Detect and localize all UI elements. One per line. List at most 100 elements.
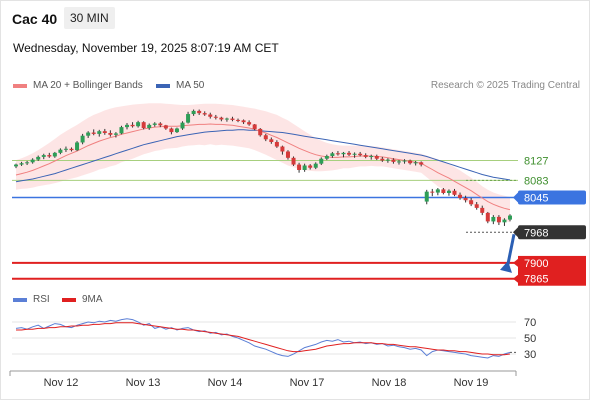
candle-body [463,197,468,201]
legend-rsi: RSI [13,294,50,305]
candle-body [274,142,279,147]
candle-body [402,160,407,162]
candle-body [396,161,401,163]
candle-body [269,139,274,143]
candle-body [369,156,374,158]
candle-body [47,155,52,157]
candle-body [169,128,174,133]
legend-rsi-ma: 9MA [62,294,103,305]
legend-ma20: MA 20 + Bollinger Bands [13,80,143,91]
candle-body [358,153,363,156]
resistance-label-1: 8127 [524,156,548,168]
candle-body [441,189,446,193]
candle-body [30,159,35,163]
ma50-line [15,129,511,183]
pivot-label-pointer [513,192,518,203]
candle-body [347,152,352,155]
candle-body [136,122,141,127]
candle-body [63,148,68,150]
x-label-3: Nov 14 [208,377,243,389]
resistance-label-2: 8083 [524,175,548,187]
candle-body [119,127,124,134]
x-label-6: Nov 19 [454,377,489,389]
candle-body [291,157,296,165]
candle-body [141,122,146,129]
research-credit: Research © 2025 Trading Central [430,80,580,91]
legend-rsi-ma-label: 9MA [82,294,103,305]
pivot-label-bg [518,190,586,205]
candle-body [197,110,202,114]
candle-body [335,153,340,155]
candle-body [352,153,357,155]
candle-body [424,191,429,202]
legend-ma20-label: MA 20 + Bollinger Bands [33,80,143,91]
chart-header: Cac 40 30 MIN [0,0,590,36]
candle-body [224,118,229,120]
support-pointer-2 [513,274,518,283]
candle-body [152,123,157,125]
support-block-bg [518,255,586,286]
candle-body [147,124,152,129]
pivot-label-text: 8045 [524,193,548,205]
candle-body [97,131,102,134]
candle-body [385,159,390,161]
support-pointer-1 [513,258,518,267]
candle-body [341,152,346,155]
candle-body [52,152,57,157]
candle-body [158,123,163,126]
candle-body [391,159,396,162]
last-price-label-bg [518,225,586,240]
bollinger-band-area [16,103,510,223]
timeframe-badge[interactable]: 30 MIN [64,7,115,29]
candle-body [319,158,324,164]
candle-body [374,156,379,159]
projection-arrow-head [500,260,512,273]
candle-body [302,165,307,170]
support-label-1: 7900 [524,258,548,270]
candle-body [430,191,435,193]
rsi-ma-line [16,322,511,356]
candle-body [446,190,451,193]
candle-body [58,149,63,153]
candle-body [508,215,512,220]
candle-body [130,124,135,127]
candle-body [219,117,224,120]
candle-body [80,135,85,143]
rsi-tick-30: 30 [524,349,536,361]
candle-body [102,131,107,133]
x-label-5: Nov 18 [372,377,407,389]
candle-body [241,120,246,123]
resistance-label-1-text: 8127 [524,156,548,168]
pivot-label: 8045 [513,190,586,205]
candle-body [435,189,440,193]
candle-body [363,155,368,157]
candle-body [208,114,213,117]
rsi-swatch [13,297,27,302]
candle-body [19,163,24,165]
candle-body [247,122,252,125]
candle-body [36,156,41,160]
candle-body [297,164,302,170]
candle-body [280,146,285,152]
rsi-ma-swatch [62,297,76,302]
candles-group [14,109,512,226]
ma20-swatch [13,83,27,88]
rsi-tick-50: 50 [524,333,536,345]
candle-body [502,219,507,223]
candle-body [69,148,74,151]
candle-body [263,135,268,140]
candle-body [330,153,335,157]
candle-body [236,119,241,121]
candle-body [480,207,485,213]
candle-body [108,132,113,135]
candle-body [469,200,474,205]
candle-body [408,160,413,164]
candle-body [125,124,130,128]
legend-ma50-label: MA 50 [176,80,205,91]
candle-body [313,163,318,168]
candle-body [308,165,313,168]
x-label-1: Nov 12 [44,377,79,389]
resistance-label-2-text: 8083 [524,175,548,187]
candle-body [91,132,96,134]
